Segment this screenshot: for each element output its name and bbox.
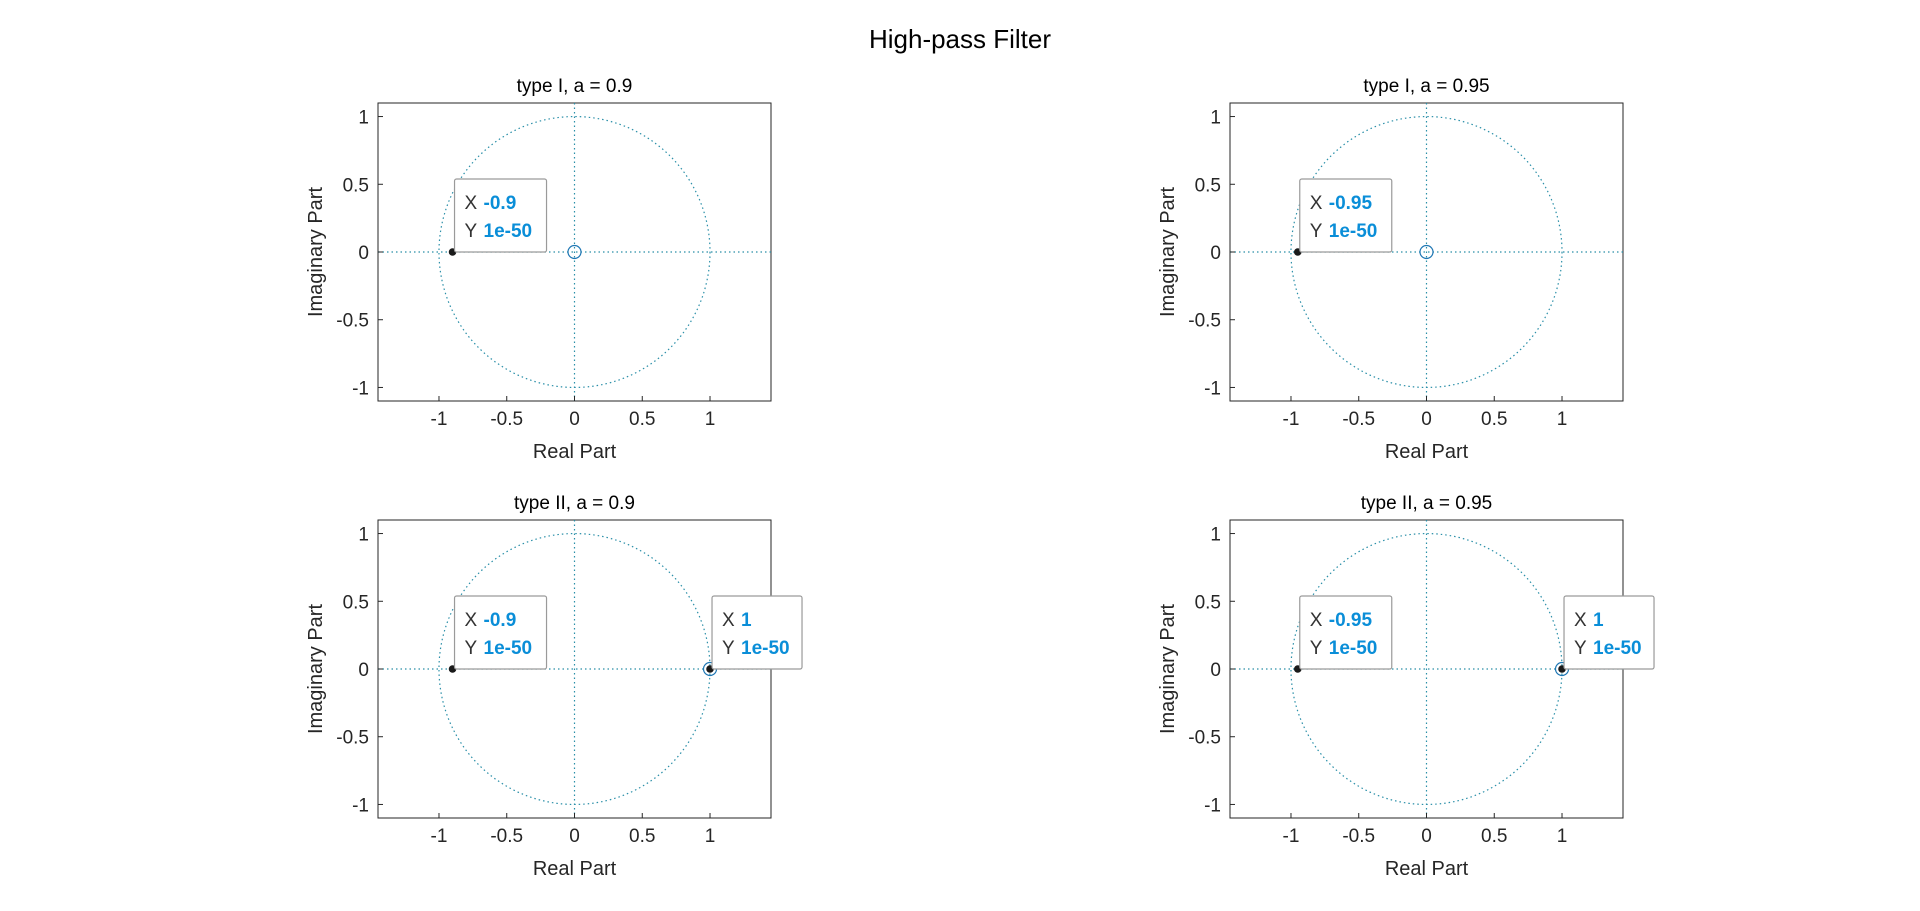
y-tick-label: 0.5	[1195, 175, 1221, 196]
y-tick-label: 0.5	[1195, 592, 1221, 613]
subplot-title: type II, a = 0.95	[1361, 493, 1493, 514]
subplot-title: type I, a = 0.95	[1363, 76, 1489, 97]
y-tick-label: 1	[358, 525, 369, 546]
x-tick-label: 1	[1557, 826, 1568, 847]
y-tick-label: -1	[352, 795, 369, 816]
datatip-x-label: X	[465, 610, 478, 631]
subplot-title: type I, a = 0.9	[517, 76, 633, 97]
y-tick-label: 0	[358, 243, 369, 264]
datatip-y-label: Y	[465, 638, 478, 659]
datatip-x-label: X	[1574, 610, 1587, 631]
datatip-x-value: 1	[1593, 610, 1604, 631]
x-tick-label: 0.5	[1481, 409, 1507, 430]
datatip-y-label: Y	[1310, 638, 1323, 659]
x-tick-label: -0.5	[490, 409, 523, 430]
datatip: X 1Y 1e-50	[711, 595, 803, 670]
datatip-x-value: -0.9	[484, 193, 517, 214]
datatip-y-value: 1e-50	[484, 221, 533, 242]
datatip-y-value: 1e-50	[1329, 221, 1378, 242]
x-tick-label: -0.5	[490, 826, 523, 847]
datatip-box	[1299, 595, 1393, 670]
datatip: X -0.95 Y 1e-50	[1299, 595, 1393, 670]
x-tick-label: -1	[1283, 826, 1300, 847]
y-tick-label: 1	[1210, 525, 1221, 546]
datatip-x-value: -0.95	[1329, 193, 1373, 214]
x-tick-label: 0.5	[1481, 826, 1507, 847]
y-tick-label: -1	[1204, 378, 1221, 399]
datatip-x-label: X	[722, 610, 735, 631]
y-tick-label: 1	[358, 108, 369, 129]
datatip-x-label: X	[1310, 610, 1323, 631]
y-tick-label: -0.5	[336, 728, 369, 749]
subplot-3: -1 -0.5 0 0.5 1 1 0.5 0 -0.5 -1 type II, a = 0.9 Re…	[305, 493, 803, 880]
datatip-box	[453, 178, 548, 253]
datatip: X -0.9 Y 1e-50	[453, 178, 548, 253]
datatip-box	[1299, 178, 1393, 253]
y-tick-label: 0	[1210, 243, 1221, 264]
y-axis-label: Imaginary Part	[305, 187, 327, 317]
datatip-x-value: -0.9	[484, 610, 517, 631]
datatip-y-value: 1e-50	[484, 638, 533, 659]
x-axis-label: Real Part	[1385, 441, 1469, 463]
x-tick-label: 1	[705, 826, 716, 847]
subplot-title: type II, a = 0.9	[514, 493, 635, 514]
x-tick-label: -0.5	[1342, 826, 1375, 847]
x-tick-label: 0	[1421, 826, 1432, 847]
subplot-1: -1 -0.5 0 0.5 1 1 0.5 0 -0.5 -1 type I, a = 0.9 Rea…	[305, 76, 772, 463]
datatip-x-value: 1	[741, 610, 752, 631]
x-axis-label: Real Part	[533, 858, 617, 880]
x-tick-label: 0.5	[629, 826, 655, 847]
subplot-2: -1 -0.5 0 0.5 1 1 0.5 0 -0.5 -1 type I, a = 0.95 Re…	[1157, 76, 1624, 463]
datatip-y-label: Y	[722, 638, 735, 659]
x-axis-label: Real Part	[1385, 858, 1469, 880]
datatip: X -0.95 Y 1e-50	[1299, 178, 1393, 253]
y-tick-label: 0.5	[343, 175, 369, 196]
y-tick-label: -0.5	[1188, 728, 1221, 749]
datatip: X 1Y 1e-50	[1563, 595, 1655, 670]
x-tick-label: 0.5	[629, 409, 655, 430]
y-tick-label: 0	[1210, 660, 1221, 681]
x-axis-label: Real Part	[533, 441, 617, 463]
datatip: X -0.9 Y 1e-50	[453, 595, 548, 670]
x-tick-label: 1	[705, 409, 716, 430]
figure-title: High-pass Filter	[869, 24, 1051, 54]
datatip-x-label: X	[465, 193, 478, 214]
y-axis-label: Imaginary Part	[305, 604, 327, 734]
subplot-4: -1 -0.5 0 0.5 1 1 0.5 0 -0.5 -1 type II, a = 0.95 R…	[1157, 493, 1655, 880]
x-tick-label: 0	[1421, 409, 1432, 430]
datatip-y-value: 1e-50	[1329, 638, 1378, 659]
datatip-x-label: X	[1310, 193, 1323, 214]
y-tick-label: -1	[1204, 795, 1221, 816]
y-tick-label: -1	[352, 378, 369, 399]
x-tick-label: -0.5	[1342, 409, 1375, 430]
y-axis-label: Imaginary Part	[1157, 604, 1179, 734]
datatip-y-value: 1e-50	[741, 638, 790, 659]
datatip-y-label: Y	[1574, 638, 1587, 659]
x-tick-label: 1	[1557, 409, 1568, 430]
datatip-y-label: Y	[465, 221, 478, 242]
y-tick-label: 1	[1210, 108, 1221, 129]
datatip-box	[453, 595, 548, 670]
y-tick-label: 0.5	[343, 592, 369, 613]
y-tick-label: 0	[358, 660, 369, 681]
datatip-y-value: 1e-50	[1593, 638, 1642, 659]
datatip-box	[1563, 595, 1655, 670]
datatip-x-value: -0.95	[1329, 610, 1373, 631]
y-tick-label: -0.5	[1188, 311, 1221, 332]
x-tick-label: 0	[569, 409, 580, 430]
y-tick-label: -0.5	[336, 311, 369, 332]
x-tick-label: -1	[1283, 409, 1300, 430]
x-tick-label: -1	[431, 826, 448, 847]
y-axis-label: Imaginary Part	[1157, 187, 1179, 317]
x-tick-label: -1	[431, 409, 448, 430]
datatip-y-label: Y	[1310, 221, 1323, 242]
datatip-box	[711, 595, 803, 670]
zero-marker	[567, 244, 582, 260]
x-tick-label: 0	[569, 826, 580, 847]
zero-marker	[1419, 244, 1434, 260]
